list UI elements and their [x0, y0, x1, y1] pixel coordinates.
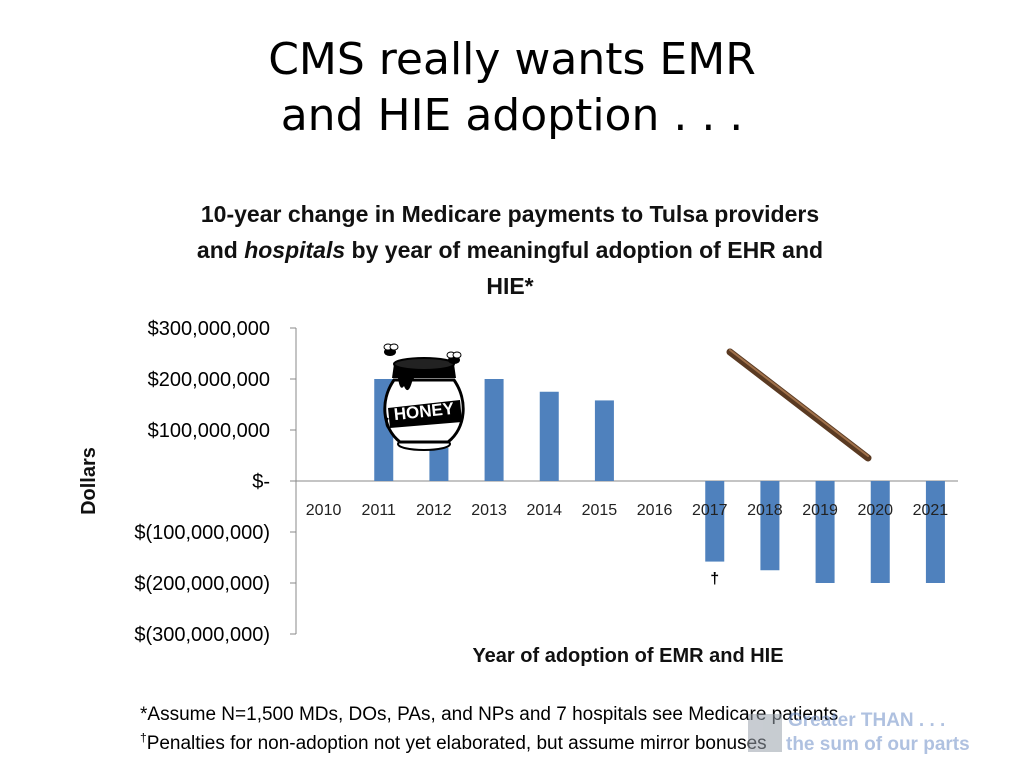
chart-title-line3: HIE* [486, 273, 534, 299]
watermark-line1: Greater THAN . . . [788, 710, 946, 731]
chart-title-line2-em: hospitals [244, 237, 346, 263]
stick-icon [726, 348, 872, 462]
bar-2013 [484, 379, 504, 481]
bar-chart: $300,000,000 $200,000,000 $100,000,000 $- $(… [78, 318, 958, 667]
y-tick-label: $(200,000,000) [134, 573, 270, 595]
bar-2021 [925, 481, 945, 583]
x-tick-label: 2016 [637, 502, 673, 519]
bar-2014 [539, 391, 559, 481]
bar-2019 [815, 481, 835, 583]
x-tick-label: 2011 [362, 502, 397, 519]
watermark-line2: the sum of our parts [786, 734, 970, 755]
y-tick-label: $(100,000,000) [134, 522, 270, 544]
x-axis-title: Year of adoption of EMR and HIE [472, 645, 783, 667]
x-tick-label: 2018 [747, 502, 783, 519]
y-tick-label: $(300,000,000) [134, 624, 270, 646]
footnote-2-mark: † [140, 730, 147, 745]
slide-title: CMS really wants EMR and HIE adoption . … [0, 32, 1024, 144]
footnote-1: *Assume N=1,500 MDs, DOs, PAs, and NPs a… [140, 704, 839, 725]
chart-title-line2-pre: and [196, 237, 245, 263]
y-tick-label: $100,000,000 [148, 420, 270, 442]
watermark-logo: Greater THAN . . . the sum of our parts [748, 704, 1018, 760]
footnote-2: †Penalties for non-adoption not yet elab… [140, 729, 1000, 758]
bar-2012 [429, 447, 449, 481]
x-tick-label: 2017 [692, 502, 728, 519]
honey-pot-icon [383, 343, 465, 451]
watermark-box [748, 714, 782, 752]
bar-2020 [870, 481, 890, 583]
bar-2017 [705, 481, 725, 562]
footnote-2-text: Penalties for non-adoption not yet elabo… [146, 733, 767, 754]
x-tick-label: 2014 [526, 502, 562, 519]
y-tick-label: $200,000,000 [148, 369, 270, 391]
chart-title: 10-year change in Medicare payments to T… [140, 196, 880, 304]
y-axis-title: Dollars [78, 447, 100, 515]
slide-title-line2: and HIE adoption . . . [280, 90, 744, 141]
x-tick-label: 2015 [582, 502, 618, 519]
y-tick-label: $300,000,000 [148, 318, 270, 340]
annotation-dagger: † [710, 571, 719, 588]
chart-title-line2: and hospitals by year of meaningful adop… [140, 232, 880, 268]
footnotes: *Assume N=1,500 MDs, DOs, PAs, and NPs a… [140, 700, 1000, 758]
x-tick-label: 2010 [306, 502, 342, 519]
bar-2018 [760, 481, 780, 571]
x-tick-label: 2020 [857, 502, 893, 519]
x-tick-label: 2013 [471, 502, 507, 519]
x-tick-label: 2019 [802, 502, 838, 519]
chart-title-line1: 10-year change in Medicare payments to T… [200, 201, 820, 227]
chart-title-line2-post: by year of meaningful adoption of EHR an… [345, 237, 824, 263]
bar-2015 [594, 400, 614, 481]
slide-title-line1: CMS really wants EMR [268, 34, 756, 85]
x-tick-label: 2012 [416, 502, 452, 519]
y-tick-label: $- [252, 471, 270, 493]
x-tick-label: 2021 [913, 502, 949, 519]
